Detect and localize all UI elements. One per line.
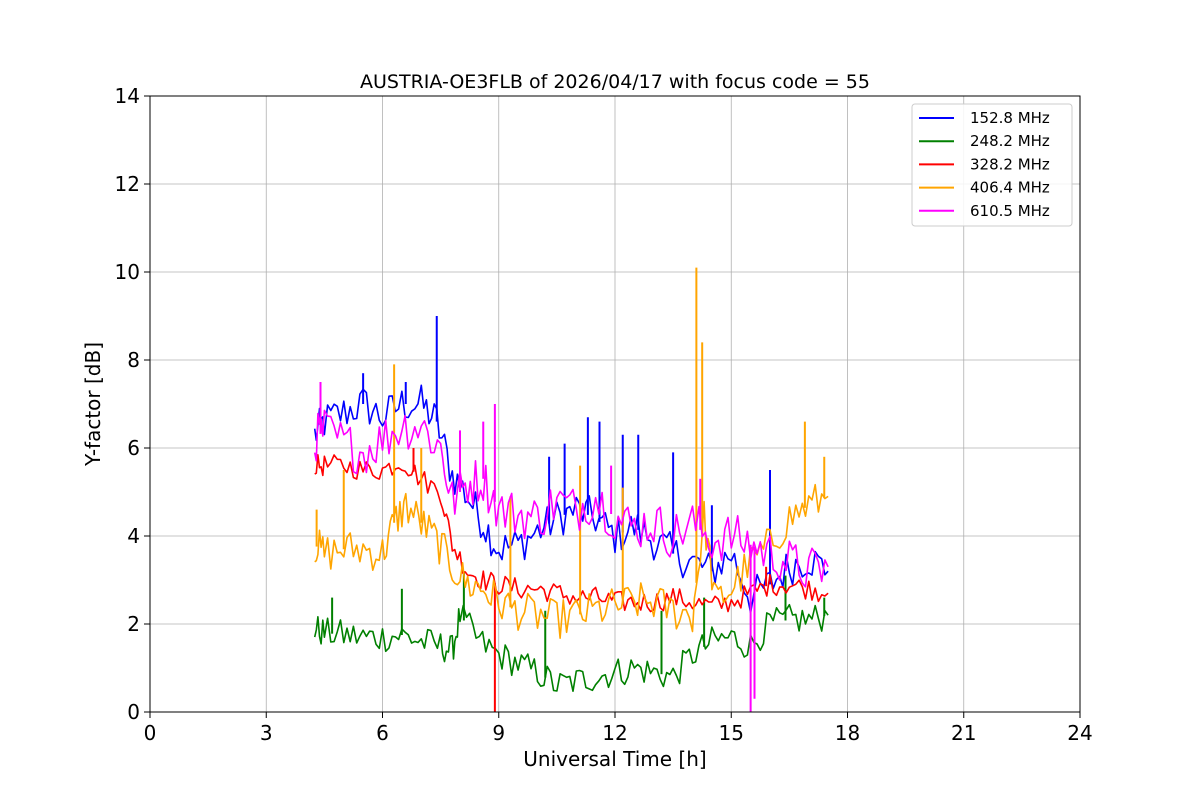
chart-title: AUSTRIA-OE3FLB of 2026/04/17 with focus … <box>360 71 870 93</box>
legend: 152.8 MHz 248.2 MHz 328.2 MHz 406.4 MHz 610.… <box>911 103 1073 227</box>
legend-box <box>911 103 1073 227</box>
series-line <box>313 603 829 692</box>
legend-label: 328.2 MHz <box>970 155 1050 173</box>
x-tick-label: 12 <box>602 721 627 745</box>
legend-label: 152.8 MHz <box>970 109 1050 127</box>
legend-item: 328.2 MHz <box>919 155 1050 173</box>
legend-item: 406.4 MHz <box>919 179 1050 197</box>
y-tick-label: 14 <box>115 84 140 108</box>
x-axis-label: Universal Time [h] <box>523 747 706 771</box>
x-tick-label: 24 <box>1067 721 1092 745</box>
y-tick-label: 0 <box>127 700 140 724</box>
legend-label: 406.4 MHz <box>970 179 1050 197</box>
legend-item: 610.5 MHz <box>919 202 1050 220</box>
plot-layer <box>313 267 829 712</box>
x-tick-label: 9 <box>492 721 505 745</box>
y-tick-label: 10 <box>115 260 140 284</box>
series-line <box>313 409 829 588</box>
legend-item: 152.8 MHz <box>919 109 1050 127</box>
y-tick-label: 8 <box>127 348 140 372</box>
x-tick-label: 21 <box>951 721 976 745</box>
x-tick-label: 15 <box>719 721 744 745</box>
y-tick-label: 6 <box>127 436 140 460</box>
series-1 <box>313 571 829 692</box>
x-tick-label: 3 <box>260 721 273 745</box>
x-tick-label: 0 <box>144 721 157 745</box>
y-tick-label: 12 <box>115 172 140 196</box>
series-line <box>314 454 829 613</box>
series-2 <box>314 448 829 712</box>
x-tick-label: 18 <box>835 721 860 745</box>
y-tick-label: 2 <box>127 612 140 636</box>
legend-item: 248.2 MHz <box>919 132 1050 150</box>
y-axis-label: Y-factor [dB] <box>81 342 105 467</box>
y-tick-label: 4 <box>127 524 140 548</box>
x-tick-label: 6 <box>376 721 389 745</box>
series-3 <box>314 267 829 639</box>
series-4 <box>313 382 829 712</box>
legend-label: 610.5 MHz <box>970 202 1050 220</box>
legend-label: 248.2 MHz <box>970 132 1050 150</box>
